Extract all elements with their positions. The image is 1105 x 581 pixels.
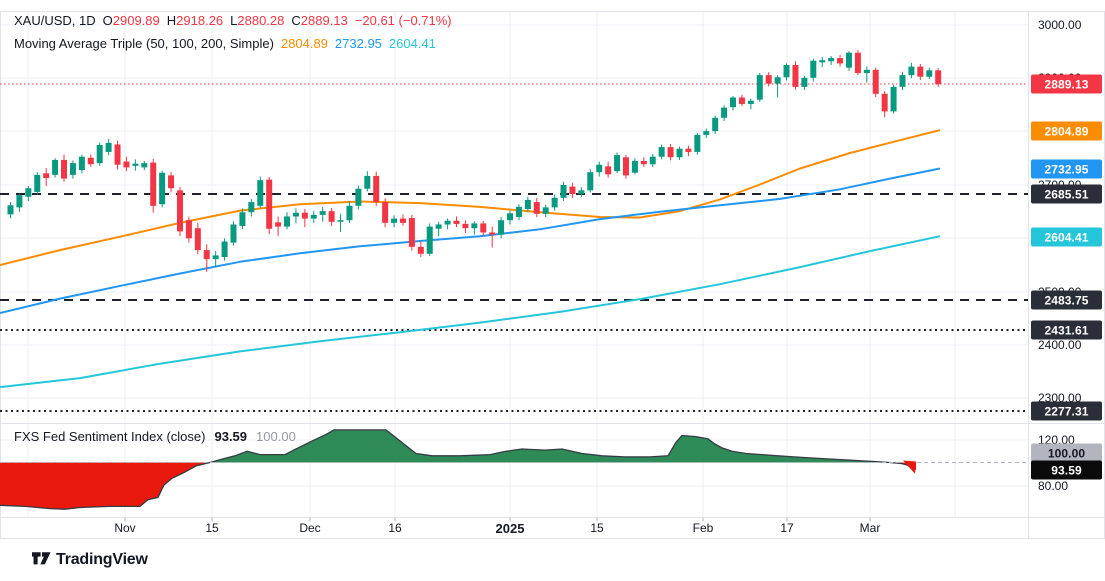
price-badge-2604.41: 2604.41 — [1031, 227, 1102, 247]
time-label-15: 15 — [205, 521, 219, 535]
time-label-Dec: Dec — [299, 521, 321, 535]
candlestick-series — [7, 50, 942, 272]
sma-100-line — [0, 167, 941, 314]
time-label-Mar: Mar — [859, 521, 881, 535]
close-value: C2889.13 — [291, 13, 348, 28]
price-badge-2732.95: 2732.95 — [1031, 159, 1102, 179]
price-tick-label: 2400.00 — [1038, 338, 1082, 352]
sma200-value: 2604.41 — [388, 36, 436, 51]
symbol-legend: XAU/USD, 1D O2909.89 H2918.26 L2880.28 C… — [14, 13, 452, 28]
symbol-title: XAU/USD, 1D — [14, 13, 96, 28]
price-badge-2483.75: 2483.75 — [1031, 290, 1102, 310]
price-badge-2889.13: 2889.13 — [1031, 74, 1102, 94]
ma-indicator-legend: Moving Average Triple (50, 100, 200, Sim… — [14, 36, 436, 51]
sentiment-area-series — [0, 429, 1028, 510]
change-value: −20.61 (−0.71%) — [354, 13, 452, 28]
sentiment-indicator-title: FXS Fed Sentiment Index (close) — [14, 429, 206, 444]
sentiment-area-negative — [0, 462, 916, 510]
low-value: L2880.28 — [230, 13, 285, 28]
tradingview-attribution[interactable]: TradingView — [32, 551, 148, 569]
tradingview-brand-text: TradingView — [56, 551, 148, 568]
time-label-15: 15 — [590, 521, 604, 535]
time-label-Nov: Nov — [114, 521, 136, 535]
price-badge-2431.61: 2431.61 — [1031, 320, 1102, 340]
high-value: H2918.26 — [166, 13, 224, 28]
level-lines — [0, 83, 1028, 412]
sma-200-line — [0, 235, 941, 389]
sentiment-end-marker — [903, 460, 916, 474]
price-badge-2277.31: 2277.31 — [1031, 401, 1102, 421]
sentiment-area-positive — [0, 429, 916, 463]
time-label-2025: 2025 — [495, 521, 525, 536]
time-label-Feb: Feb — [692, 521, 714, 535]
price-badge-2804.89: 2804.89 — [1031, 121, 1102, 141]
sentiment-base-value: 100.00 — [256, 429, 296, 444]
sentiment-badge-93.59: 93.59 — [1031, 460, 1102, 480]
time-label-16: 16 — [388, 521, 402, 535]
ma-indicator-title: Moving Average Triple (50, 100, 200, Sim… — [14, 36, 274, 51]
price-badge-2685.51: 2685.51 — [1031, 184, 1102, 204]
sentiment-indicator-legend: FXS Fed Sentiment Index (close) 93.59 10… — [14, 429, 296, 444]
gridlines — [0, 12, 1028, 518]
pane-frames — [0, 11, 1105, 539]
price-tick-label: 80.00 — [1038, 479, 1069, 493]
sentiment-current-value: 93.59 — [214, 429, 248, 444]
time-label-17: 17 — [780, 521, 794, 535]
sentiment-line — [0, 429, 917, 510]
sma50-value: 2804.89 — [280, 36, 328, 51]
open-value: O2909.89 — [102, 13, 160, 28]
sma100-value: 2732.95 — [334, 36, 382, 51]
sma-50-line — [0, 129, 941, 266]
price-tick-label: 3000.00 — [1038, 18, 1082, 32]
sentiment-badge-100.00: 100.00 — [1031, 443, 1102, 463]
tradingview-logo-icon — [32, 551, 51, 564]
